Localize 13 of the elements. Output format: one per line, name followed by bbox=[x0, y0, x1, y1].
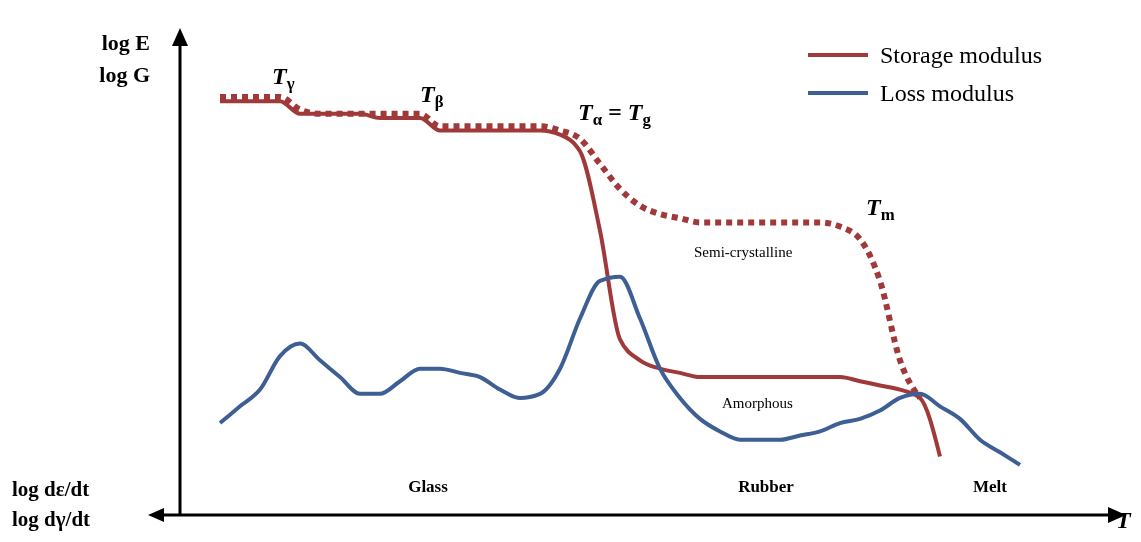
annotation: Glass bbox=[408, 477, 449, 496]
annotation: T$_{β}$ bbox=[420, 81, 444, 112]
legend-label: Loss modulus bbox=[880, 80, 1015, 106]
annotation: T$_{m}$ bbox=[866, 194, 895, 225]
legend-label: Storage modulus bbox=[880, 42, 1042, 68]
annotation: Semi-crystalline bbox=[694, 244, 793, 260]
annotation: Amorphous bbox=[722, 395, 793, 411]
y-axis-title: log E log G bbox=[99, 30, 150, 87]
annotation: Melt bbox=[973, 477, 1008, 496]
text: log dε/dt log dγ/dt bbox=[12, 477, 91, 532]
text: T$_{γ}$ bbox=[272, 63, 295, 94]
annotation: T$_{α}$ = T$_{g}$ bbox=[578, 99, 652, 130]
annotation: Rubber bbox=[738, 477, 795, 496]
